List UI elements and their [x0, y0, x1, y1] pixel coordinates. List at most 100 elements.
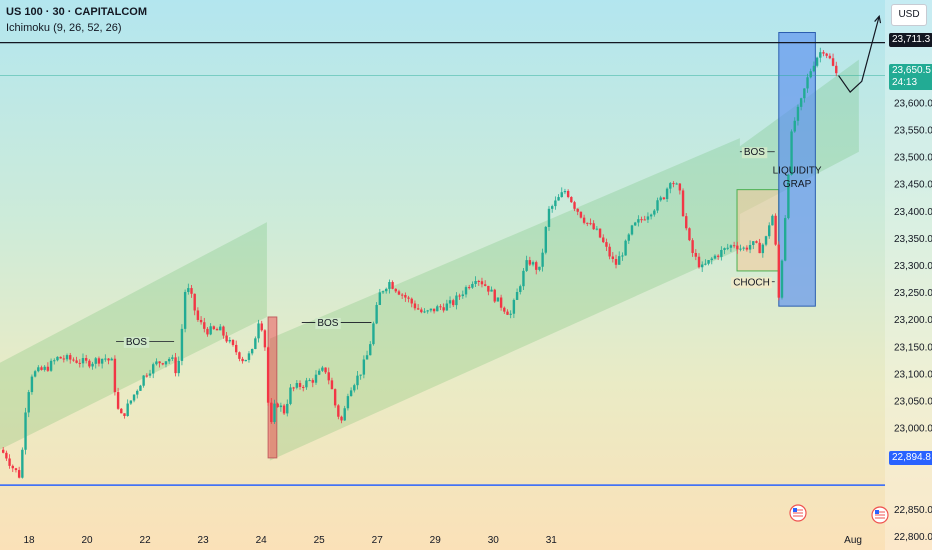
candle-body-54	[174, 357, 177, 374]
candle-body-83	[266, 347, 270, 403]
candle-body-241	[771, 215, 774, 226]
candle-body-3	[11, 465, 14, 469]
candle-body-221	[707, 260, 710, 264]
candle-body-129	[413, 303, 417, 309]
candle-body-9	[30, 376, 34, 393]
candle-body-65	[209, 326, 212, 335]
candle-body-75	[241, 358, 244, 362]
candle-body-45	[145, 375, 149, 377]
candle-body-84	[270, 402, 273, 423]
candle-body-236	[755, 241, 758, 243]
candle-body-166	[531, 262, 535, 265]
candle-body-196	[627, 234, 630, 241]
candle-body-26	[84, 358, 88, 361]
candle-body-19	[62, 358, 66, 360]
candle-body-191	[611, 256, 615, 259]
candle-body-145	[464, 287, 468, 295]
candle-body-117	[375, 304, 378, 324]
candle-body-13	[43, 366, 46, 370]
y-tick-label-4: 23,050.0	[894, 396, 932, 407]
candle-body-118	[378, 292, 382, 305]
candle-body-38	[123, 413, 126, 416]
candle-body-123	[394, 288, 397, 292]
candle-body-162	[519, 286, 522, 292]
candle-body-51	[164, 361, 168, 365]
candle-body-178	[570, 197, 573, 203]
candle-body-143	[458, 295, 461, 297]
bos-label-0: BOS	[126, 337, 147, 348]
candle-body-160	[512, 299, 516, 314]
candle-body-243	[777, 244, 780, 298]
currency-button[interactable]: USD	[891, 4, 927, 26]
candle-body-17	[56, 356, 59, 361]
current-price-value: 23,650.5	[892, 65, 931, 76]
candle-body-174	[557, 197, 560, 201]
candle-body-251	[803, 88, 806, 99]
candle-body-50	[161, 363, 164, 365]
candle-body-76	[244, 359, 247, 362]
candle-body-4	[14, 468, 18, 471]
candle-body-132	[423, 311, 426, 313]
y-tick-label-3: 23,000.0	[894, 424, 932, 435]
candle-body-144	[461, 294, 465, 297]
candle-body-78	[250, 349, 254, 354]
candle-body-199	[637, 219, 640, 223]
candle-body-206	[659, 197, 662, 201]
candle-body-106	[340, 416, 343, 421]
candle-body-158	[506, 311, 509, 315]
candle-body-127	[407, 297, 410, 299]
candle-body-32	[104, 358, 107, 360]
y-tick-label-14: 23,550.0	[894, 126, 932, 137]
candle-body-37	[120, 408, 123, 414]
candle-body-128	[410, 298, 413, 304]
x-tick-label-2: 22	[140, 535, 152, 546]
candle-body-77	[247, 353, 251, 360]
candle-body-252	[806, 77, 809, 89]
candle-body-228	[729, 245, 733, 248]
x-tick-label-9: 31	[546, 535, 558, 546]
candle-body-73	[234, 344, 238, 353]
y-tick-label-11: 23,400.0	[894, 207, 932, 218]
y-tick-label-15: 23,600.0	[894, 98, 932, 109]
candle-body-179	[573, 202, 576, 209]
candle-body-255	[815, 57, 819, 66]
candle-body-1	[5, 452, 8, 459]
candle-body-114	[365, 355, 369, 360]
candle-body-24	[78, 362, 81, 364]
candle-body-95	[305, 380, 308, 388]
support-price-tag: 22,894.8	[889, 451, 932, 465]
candle-body-8	[27, 392, 30, 413]
candle-body-238	[761, 244, 765, 254]
candle-body-111	[356, 375, 359, 386]
candle-body-89	[286, 403, 289, 414]
candle-body-223	[713, 255, 717, 259]
candle-body-140	[448, 300, 452, 304]
candle-body-36	[116, 392, 120, 409]
candle-body-97	[311, 380, 314, 383]
candle-body-260	[831, 58, 835, 66]
candle-body-154	[493, 289, 496, 302]
candle-body-234	[748, 245, 752, 250]
candle-body-30	[97, 358, 101, 364]
candle-body-69	[222, 326, 225, 336]
candle-body-99	[317, 370, 321, 375]
flag-canton	[875, 510, 879, 514]
candle-body-161	[515, 291, 519, 300]
x-tick-label-4: 24	[256, 535, 268, 546]
candle-body-47	[152, 364, 155, 374]
candle-body-60	[193, 293, 196, 311]
candle-body-220	[704, 263, 707, 265]
candle-body-159	[509, 313, 512, 315]
candle-body-253	[809, 71, 812, 78]
candle-body-205	[656, 200, 659, 211]
candle-body-35	[113, 358, 117, 393]
candle-body-25	[81, 358, 85, 364]
candle-body-39	[126, 403, 129, 416]
candle-body-28	[91, 363, 94, 367]
y-tick-label-7: 23,200.0	[894, 315, 932, 326]
choch-label-3: CHOCH	[733, 277, 770, 288]
candle-body-46	[148, 373, 152, 376]
candle-body-194	[621, 255, 624, 257]
